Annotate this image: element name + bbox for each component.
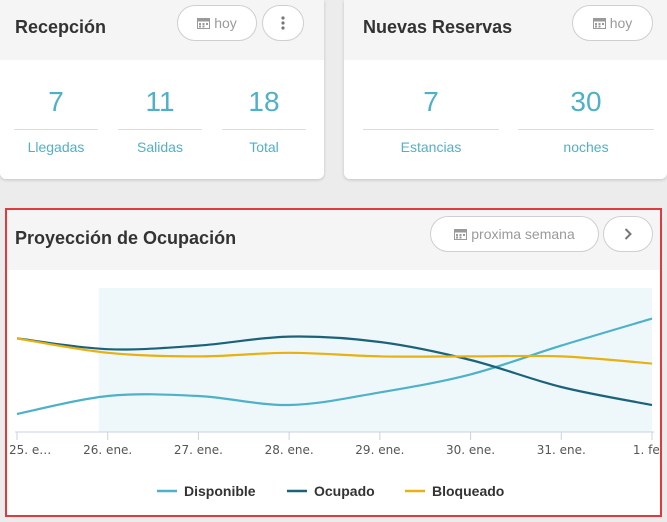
calendar-icon bbox=[592, 18, 606, 29]
reception-date-label: hoy bbox=[214, 15, 237, 31]
stat-nights-value: 30 bbox=[570, 86, 602, 117]
series-line-ocupado bbox=[16, 335, 653, 407]
divider bbox=[14, 129, 98, 130]
occupancy-card: Proyección de Ocupación proxima semana 2… bbox=[5, 208, 662, 517]
x-tick-label: 29. ene. bbox=[355, 443, 404, 457]
divider bbox=[518, 129, 654, 130]
reception-menu-button[interactable] bbox=[262, 5, 304, 41]
calendar-icon bbox=[197, 18, 211, 29]
occupancy-next-button[interactable] bbox=[603, 216, 653, 252]
x-tick-label: 26. ene. bbox=[83, 443, 132, 457]
new-bookings-card-header: Nuevas Reservas hoy bbox=[344, 0, 667, 60]
stat-departures-value: 11 bbox=[145, 86, 175, 117]
calendar-icon bbox=[454, 229, 468, 240]
new-bookings-date-label: hoy bbox=[609, 15, 633, 31]
stat-stays-value: 7 bbox=[423, 86, 439, 117]
new-bookings-card: Nuevas Reservas hoy 7 Estancias 30 noche… bbox=[344, 0, 667, 179]
new-bookings-title: Nuevas Reservas bbox=[363, 17, 513, 37]
stat-arrivals-label: Llegadas bbox=[27, 139, 85, 155]
x-tick-label: 31. ene. bbox=[537, 443, 586, 457]
stat-arrivals[interactable]: 7 Llegadas bbox=[14, 87, 98, 155]
stat-stays[interactable]: 7 Estancias bbox=[363, 87, 499, 155]
legend-label-bloqueado: Bloqueado bbox=[432, 483, 504, 499]
occupancy-range-label: proxima semana bbox=[471, 226, 575, 242]
stat-total[interactable]: 18 Total bbox=[222, 87, 306, 155]
divider bbox=[363, 129, 499, 130]
plot-band bbox=[98, 288, 652, 432]
reception-date-button[interactable]: hoy bbox=[177, 5, 257, 41]
occupancy-chart: 25. e… 26. ene. 27. ene. 28. ene. 29. ene. 30… bbox=[9, 288, 660, 499]
stat-stays-label: Estancias bbox=[400, 139, 462, 155]
stat-arrivals-value: 7 bbox=[48, 86, 64, 117]
reception-title: Recepción bbox=[15, 17, 107, 37]
series-line-bloqueado bbox=[16, 337, 653, 365]
x-tick-label: 1. feb. bbox=[633, 443, 660, 457]
stat-total-value: 18 bbox=[248, 86, 280, 117]
x-tick-label: 25. e… bbox=[9, 443, 51, 457]
legend-label-disponible: Disponible bbox=[184, 483, 256, 499]
divider bbox=[222, 129, 306, 130]
stat-total-label: Total bbox=[249, 139, 279, 155]
x-tick-label: 27. ene. bbox=[174, 443, 223, 457]
x-tick-label: 30. ene. bbox=[446, 443, 495, 457]
new-bookings-date-button[interactable]: hoy bbox=[572, 5, 653, 41]
legend-label-ocupado: Ocupado bbox=[314, 483, 375, 499]
series-line-disponible bbox=[16, 317, 653, 416]
more-vertical-icon bbox=[281, 16, 285, 30]
chevron-right-icon bbox=[624, 228, 632, 240]
stat-departures-label: Salidas bbox=[137, 139, 183, 155]
occupancy-range-button[interactable]: proxima semana bbox=[430, 216, 599, 252]
stat-departures[interactable]: 11 Salidas bbox=[118, 87, 202, 155]
divider bbox=[118, 129, 202, 130]
stat-nights[interactable]: 30 noches bbox=[518, 87, 654, 155]
occupancy-title: Proyección de Ocupación bbox=[15, 228, 237, 248]
reception-card: Recepción hoy 7 Llegadas 11 Salidas 18 T… bbox=[0, 0, 324, 179]
occupancy-card-header: Proyección de Ocupación proxima semana bbox=[7, 210, 660, 270]
stat-nights-label: noches bbox=[563, 139, 609, 155]
x-tick-label: 28. ene. bbox=[265, 443, 314, 457]
reception-card-header: Recepción hoy bbox=[0, 0, 324, 60]
